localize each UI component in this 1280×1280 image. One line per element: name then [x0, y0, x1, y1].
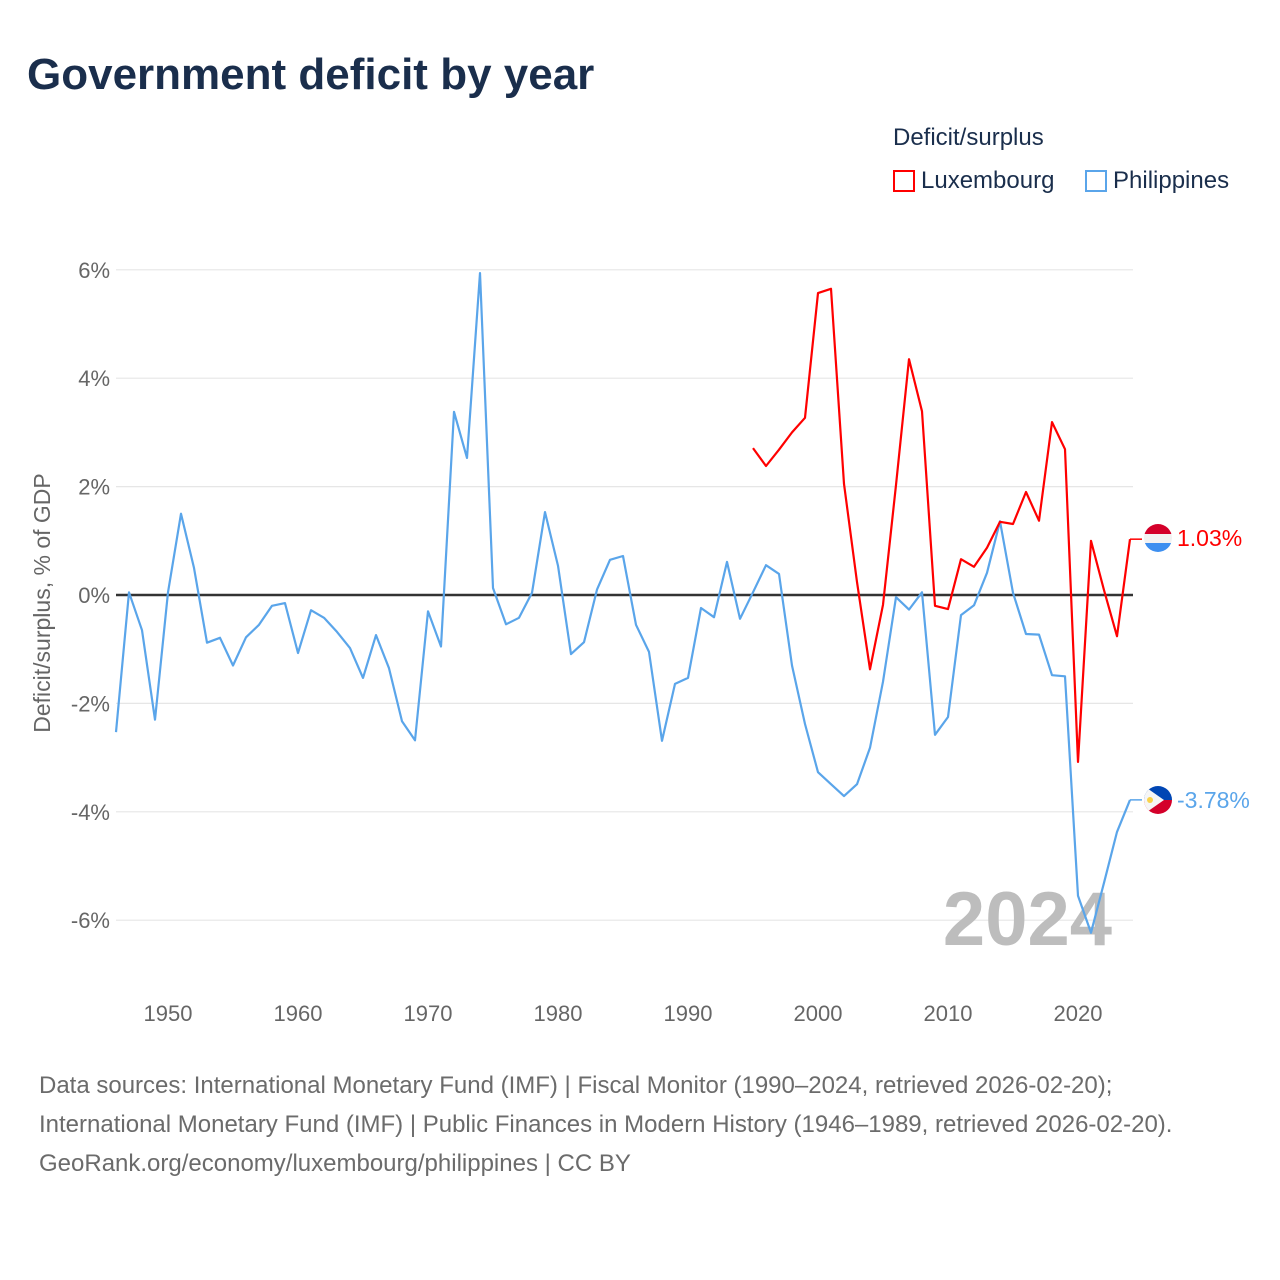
end-value-label-philippines: -3.78% — [1177, 787, 1250, 813]
end-value-label-luxembourg: 1.03% — [1177, 525, 1242, 551]
x-tick-label: 1950 — [144, 1001, 193, 1026]
y-tick-label: -4% — [71, 800, 110, 825]
legend-swatch-philippines — [1085, 170, 1107, 192]
y-tick-label: 0% — [78, 583, 110, 608]
legend-label: Philippines — [1113, 167, 1230, 194]
x-tick-label: 1990 — [664, 1001, 713, 1026]
data-sources: Data sources: International Monetary Fun… — [39, 1072, 1173, 1138]
legend-label: Luxembourg — [921, 167, 1055, 194]
chart-title: Government deficit by year — [27, 50, 595, 99]
legend-item-philippines[interactable]: Philippines — [1085, 167, 1229, 195]
x-tick-label: 2000 — [794, 1001, 843, 1026]
x-tick-label: 1960 — [274, 1001, 323, 1026]
y-tick-label: 6% — [78, 258, 110, 283]
y-axis-label: Deficit/surplus, % of GDP — [29, 473, 55, 732]
luxembourg-flag — [1144, 524, 1172, 552]
series-line-luxembourg — [752, 287, 1132, 764]
footer: Data sources: International Monetary Fun… — [39, 1066, 1239, 1183]
x-tick-label: 2010 — [924, 1001, 973, 1026]
line-chart: 2024 6% 4% 2% 0% -2% -4% -6% 1950 1960 1970 1980 1… — [29, 258, 1250, 1026]
series-line-philippines — [114, 272, 1132, 934]
x-tick-label: 1980 — [534, 1001, 583, 1026]
legend-title: Deficit/surplus — [893, 124, 1044, 151]
x-tick-label: 1970 — [404, 1001, 453, 1026]
legend-swatch-luxembourg — [893, 170, 915, 192]
x-tick-label: 2020 — [1054, 1001, 1103, 1026]
y-tick-label: 4% — [78, 366, 110, 391]
y-tick-label: -2% — [71, 691, 110, 716]
legend-item-luxembourg[interactable]: Luxembourg — [893, 167, 1054, 195]
credit-link[interactable]: GeoRank.org/economy/luxembourg/philippin… — [39, 1150, 631, 1177]
y-tick-label: -6% — [71, 908, 110, 933]
year-watermark: 2024 — [943, 877, 1112, 962]
philippines-flag — [1144, 786, 1172, 814]
y-tick-label: 2% — [78, 475, 110, 500]
